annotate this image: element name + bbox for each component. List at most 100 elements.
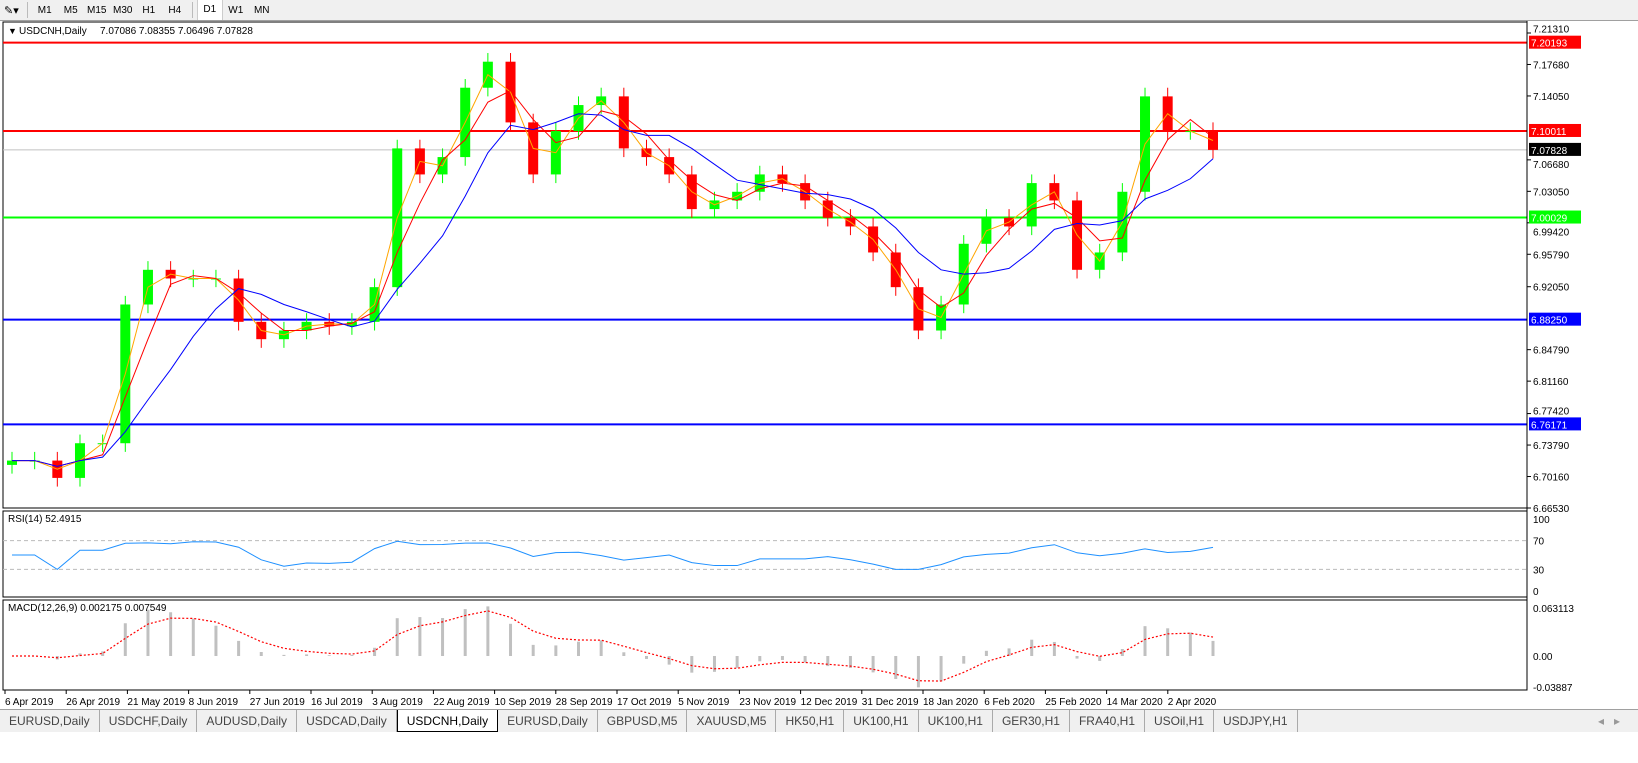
price-axis-label: 7.03050 bbox=[1533, 187, 1570, 198]
price-axis-label: 6.95790 bbox=[1533, 250, 1570, 261]
level-price-badge bbox=[1529, 417, 1581, 431]
rsi-axis-label: 0 bbox=[1533, 587, 1539, 598]
price-axis-label: 6.77420 bbox=[1533, 406, 1570, 417]
tab-gbpusd-m5[interactable]: GBPUSD,M5 bbox=[598, 710, 688, 732]
tab-audusd-daily[interactable]: AUDUSD,Daily bbox=[197, 710, 298, 732]
tab-usdchf-daily[interactable]: USDCHF,Daily bbox=[100, 710, 198, 732]
ma-fast-line bbox=[12, 89, 1214, 467]
tab-xauusd-m5[interactable]: XAUUSD,M5 bbox=[687, 710, 777, 732]
candle-body bbox=[7, 460, 17, 465]
timeframe-w1[interactable]: W1 bbox=[228, 4, 244, 16]
macd-title: MACD(12,26,9) 0.002175 0.007549 bbox=[8, 603, 167, 614]
status-area bbox=[0, 732, 1638, 763]
chart-tabs: EURUSD,Daily USDCHF,Daily AUDUSD,Daily USDC… bbox=[0, 709, 1638, 732]
price-axis-label: 7.06680 bbox=[1533, 160, 1570, 171]
rsi-axis-label: 100 bbox=[1533, 515, 1550, 526]
level-price-badge bbox=[1529, 35, 1581, 49]
candle bbox=[7, 451, 17, 474]
level-price-label: 6.88250 bbox=[1531, 316, 1568, 327]
level-price-label: 7.07828 bbox=[1531, 146, 1568, 157]
price-axis-label: 6.70160 bbox=[1533, 473, 1570, 484]
macd-axis-label: 0.063113 bbox=[1533, 604, 1574, 615]
price-axis-label: 7.14050 bbox=[1533, 92, 1570, 103]
tab-uk100-h1[interactable]: UK100,H1 bbox=[844, 710, 919, 732]
price-axis-label: 6.81160 bbox=[1533, 377, 1569, 388]
level-price-label: 6.76171 bbox=[1531, 420, 1568, 431]
timeframe-m30[interactable]: M30 bbox=[113, 4, 133, 16]
toolbar-divider bbox=[26, 2, 28, 18]
level-price-badge bbox=[1529, 142, 1581, 156]
tab-ger30-h1[interactable]: GER30,H1 bbox=[993, 710, 1070, 732]
date-axis-label: 14 Mar 2020 bbox=[1107, 697, 1164, 708]
macd-panel bbox=[2, 599, 1528, 691]
tab-scroll-arrows-icon[interactable]: ◂▸ bbox=[1597, 714, 1630, 728]
rsi-panel bbox=[2, 510, 1528, 598]
timeframe-toolbar: ✎▾ M1 M5 M15 M30 H1 H4 D1 W1 MN bbox=[0, 0, 1638, 21]
symbol-title: USDCNH,Daily bbox=[19, 26, 87, 37]
level-price-label: 7.10011 bbox=[1531, 127, 1567, 138]
timeframe-list: M1 M5 M15 M30 H1 H4 D1 W1 MN bbox=[32, 0, 275, 20]
macd-axis-label: -0.03887 bbox=[1533, 683, 1573, 694]
price-axis-label: 6.73790 bbox=[1533, 441, 1570, 452]
timeframe-mn[interactable]: MN bbox=[253, 4, 270, 16]
ma-slow-line bbox=[12, 113, 1214, 467]
timeframe-m15[interactable]: M15 bbox=[87, 4, 107, 16]
tab-eurusd-daily[interactable]: EURUSD,Daily bbox=[0, 710, 100, 732]
timeframe-h1[interactable]: H1 bbox=[142, 4, 156, 16]
date-axis-label: 6 Apr 2019 bbox=[5, 697, 54, 708]
date-axis-label: 22 Aug 2019 bbox=[433, 697, 490, 708]
chart-area[interactable]: 7.21310 7.17680 7.14050 7.06680 7.03050 6.994… bbox=[0, 21, 1638, 709]
tab-uk100-h1[interactable]: UK100,H1 bbox=[919, 710, 993, 732]
rsi-axis-label: 70 bbox=[1533, 537, 1545, 548]
date-axis-label: 8 Jun 2019 bbox=[189, 697, 239, 708]
candle-body bbox=[1208, 131, 1218, 150]
line-tools-icon[interactable]: ✎▾ bbox=[4, 4, 19, 17]
rsi-line bbox=[12, 540, 1214, 571]
price-axis-label: 6.99420 bbox=[1533, 228, 1570, 239]
tab-hk50-h1[interactable]: HK50,H1 bbox=[776, 710, 845, 732]
level-price-label: 7.00029 bbox=[1531, 214, 1568, 225]
ohlc-values: 7.07086 7.08355 7.06496 7.07828 bbox=[100, 26, 253, 37]
level-price-badge bbox=[1529, 312, 1581, 326]
candle bbox=[1208, 122, 1218, 159]
tab-usdjpy-h1[interactable]: USDJPY,H1 bbox=[1214, 710, 1298, 732]
date-axis-label: 5 Nov 2019 bbox=[678, 697, 730, 708]
date-axis-label: 6 Feb 2020 bbox=[984, 697, 1035, 708]
date-axis-label: 28 Sep 2019 bbox=[556, 697, 613, 708]
timeframe-h4[interactable]: H4 bbox=[168, 4, 182, 16]
date-axis-label: 17 Oct 2019 bbox=[617, 697, 672, 708]
main-panel bbox=[2, 21, 1528, 509]
date-axis-label: 18 Jan 2020 bbox=[923, 697, 978, 708]
macd-axis-label: 0.00 bbox=[1533, 652, 1553, 663]
date-axis-label: 3 Aug 2019 bbox=[372, 697, 423, 708]
level-price-label: 7.20193 bbox=[1531, 39, 1568, 50]
tab-usdcad-daily[interactable]: USDCAD,Daily bbox=[297, 710, 397, 732]
tab-fra40-h1[interactable]: FRA40,H1 bbox=[1070, 710, 1145, 732]
date-axis-label: 26 Apr 2019 bbox=[66, 697, 120, 708]
date-axis-label: 2 Apr 2020 bbox=[1168, 697, 1217, 708]
tab-eurusd-daily[interactable]: EURUSD,Daily bbox=[498, 710, 598, 732]
tab-usoil-h1[interactable]: USOil,H1 bbox=[1145, 710, 1215, 732]
price-axis-label: 6.92050 bbox=[1533, 283, 1570, 294]
price-axis-label: 6.84790 bbox=[1533, 346, 1570, 357]
timeframe-m1[interactable]: M1 bbox=[37, 4, 52, 16]
price-axis-label: 6.66530 bbox=[1533, 504, 1570, 515]
rsi-axis-label: 30 bbox=[1533, 565, 1545, 576]
date-axis-label: 16 Jul 2019 bbox=[311, 697, 363, 708]
level-price-badge bbox=[1529, 123, 1581, 137]
level-price-badge bbox=[1529, 210, 1581, 224]
date-axis-label: 27 Jun 2019 bbox=[250, 697, 305, 708]
date-axis-label: 10 Sep 2019 bbox=[495, 697, 552, 708]
toolbar-divider bbox=[191, 2, 193, 18]
date-axis-label: 25 Feb 2020 bbox=[1045, 697, 1102, 708]
date-axis-label: 23 Nov 2019 bbox=[739, 697, 796, 708]
date-axis-label: 12 Dec 2019 bbox=[801, 697, 858, 708]
price-axis-label: 7.21310 bbox=[1533, 25, 1570, 36]
tab-usdcnh-daily[interactable]: USDCNH,Daily bbox=[396, 710, 499, 732]
price-axis-label: 7.17680 bbox=[1533, 60, 1570, 71]
timeframe-d1[interactable]: D1 bbox=[196, 0, 223, 20]
collapse-triangle-icon: ▼ bbox=[8, 26, 17, 36]
date-axis-label: 21 May 2019 bbox=[127, 697, 185, 708]
timeframe-m5[interactable]: M5 bbox=[63, 4, 78, 16]
rsi-title: RSI(14) 52.4915 bbox=[8, 514, 82, 525]
